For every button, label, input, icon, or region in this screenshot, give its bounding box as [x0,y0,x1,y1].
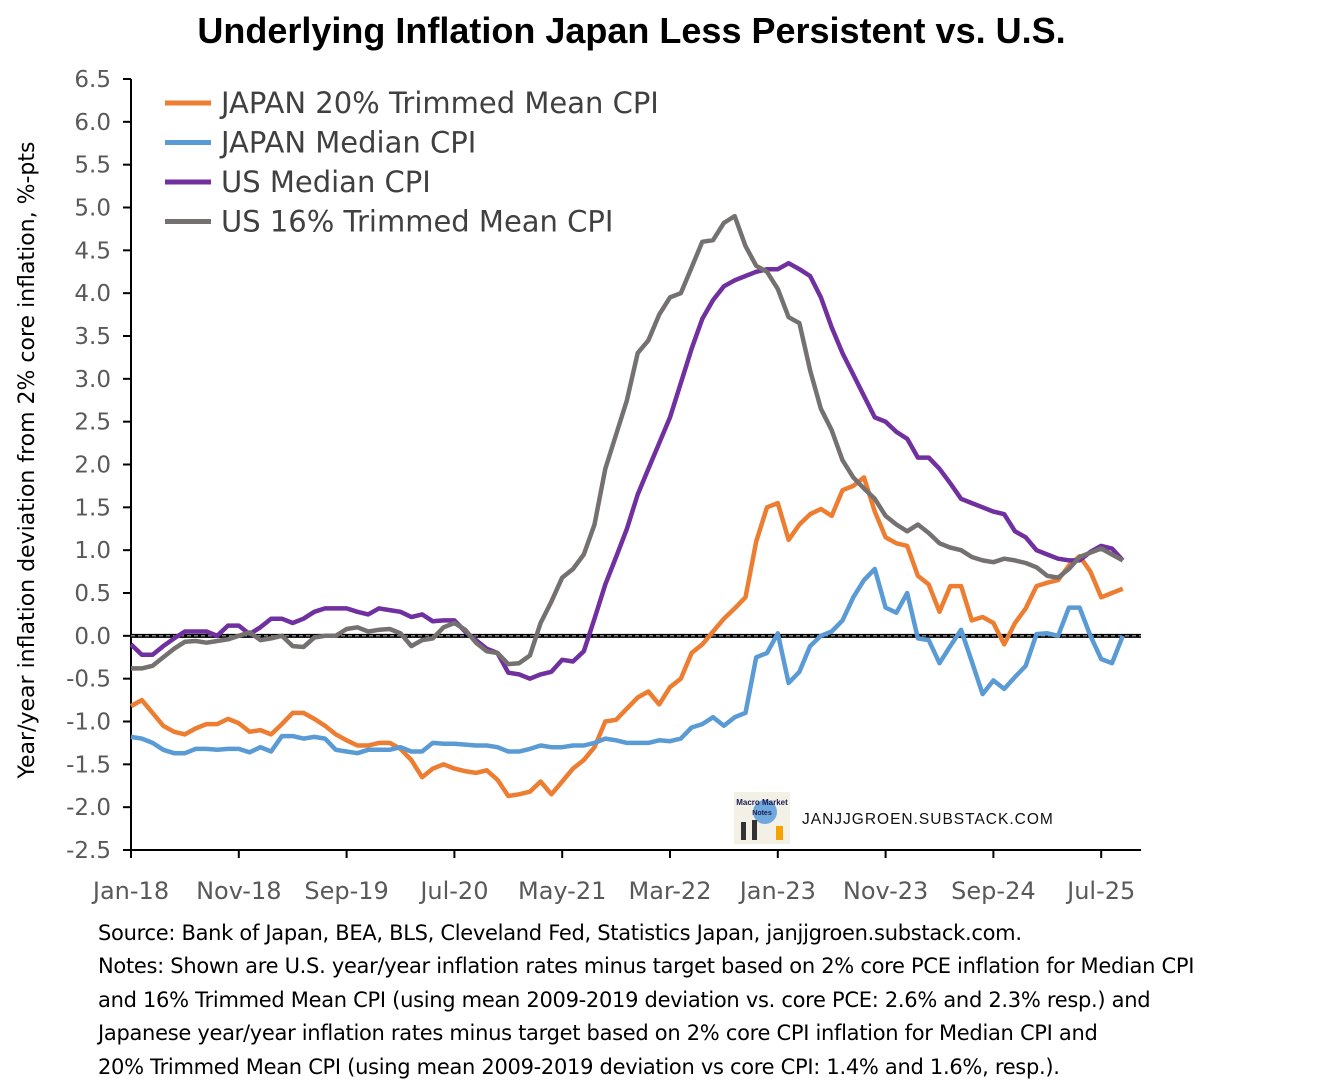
line-chart: 6.5 6.0 5.5 5.0 4.5 4.0 3.5 3.0 2.5 2.0 1.5 1.0 0.5 0… [15,67,1141,905]
svg-text:Macro Market: Macro Market [736,798,788,807]
x-tick-label: Mar-22 [629,877,712,905]
x-tick-label: Sep-19 [304,877,388,905]
legend: JAPAN 20% Trimmed Mean CPI JAPAN Median C… [165,86,659,239]
notes-line-2: and 16% Trimmed Mean CPI (using mean 200… [98,987,1151,1012]
x-tick-label: Jul-20 [418,877,488,905]
y-tick-label: -2.5 [66,838,111,864]
y-tick-label: 4.0 [74,281,111,307]
y-tick-label: -0.5 [66,667,111,693]
x-tick-label: Nov-18 [196,877,281,905]
y-tick-label: 0.5 [74,581,111,607]
x-tick-label: Sep-24 [951,877,1035,905]
legend-label: JAPAN Median CPI [219,126,476,160]
legend-label: JAPAN 20% Trimmed Mean CPI [219,86,659,120]
notes-line-4: 20% Trimmed Mean CPI (using mean 2009-20… [98,1054,1060,1079]
y-tick-label: 6.5 [74,67,111,93]
y-tick-label: 3.5 [74,324,111,350]
series-line-1 [130,566,1125,756]
legend-label: US 16% Trimmed Mean CPI [221,205,613,239]
y-tick-label: -2.0 [66,795,111,821]
x-tick-label: May-21 [518,877,606,905]
notes: Source: Bank of Japan, BEA, BLS, Clevela… [98,917,1194,1084]
y-tick-label: -1.5 [66,752,111,778]
y-axis-label: Year/year inflation deviation from 2% co… [15,142,40,780]
y-tick-label: 3.0 [74,367,111,393]
watermark-site: JANJJGROEN.SUBSTACK.COM [802,811,1054,828]
y-tick-label: 2.5 [74,410,111,436]
y-tick-label: 2.0 [74,453,111,479]
y-tick-label: -1.0 [66,710,111,736]
source-text: Source: Bank of Japan, BEA, BLS, Clevela… [98,921,1022,945]
macro-market-notes-logo: Macro Market Notes [734,792,790,844]
series-line-3 [131,213,1124,671]
y-tick-label: 5.0 [74,196,111,222]
y-tick-label: 6.0 [74,110,111,136]
y-axis: 6.5 6.0 5.5 5.0 4.5 4.0 3.5 3.0 2.5 2.0 1.5 1.0 0.5 0… [66,67,132,864]
x-axis: Jan-18 Nov-18 Sep-19 Jul-20 May-21 Mar-22 Jan-… [91,849,1141,905]
legend-label: US Median CPI [221,165,431,199]
series-line-0 [129,475,1124,799]
x-tick-label: Jul-25 [1065,877,1135,905]
series-line-2 [129,260,1125,681]
notes-line-3: Japanese year/year inflation rates minus… [98,1021,1098,1046]
y-tick-label: 0.0 [74,624,111,650]
notes-line-1: Notes: Shown are U.S. year/year inflatio… [98,954,1195,979]
x-tick-label: Jan-18 [91,877,169,905]
watermark: Macro Market Notes JANJJGROEN.SUBSTACK.C… [734,792,1054,844]
x-tick-label: Jan-23 [738,877,816,905]
series-lines [129,213,1125,799]
y-tick-label: 4.5 [74,238,111,264]
chart-title: Underlying Inflation Japan Less Persiste… [197,10,1066,51]
x-tick-label: Nov-23 [843,877,928,905]
y-tick-label: 1.0 [74,538,111,564]
y-tick-label: 1.5 [74,495,111,521]
svg-text:Notes: Notes [752,810,772,817]
y-tick-label: 5.5 [74,153,111,179]
